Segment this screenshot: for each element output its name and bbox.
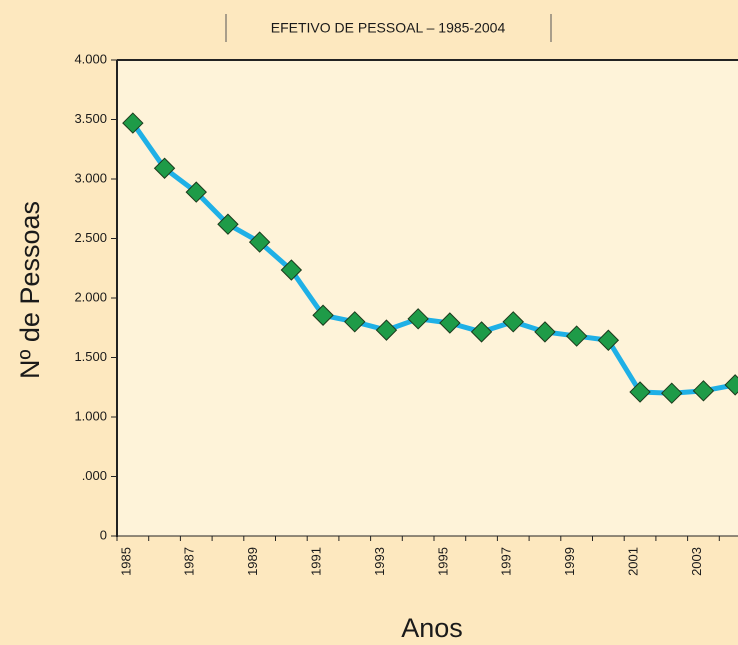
y-tick-label: 1.500 [74,349,107,364]
y-tick-label: 4.000 [74,51,107,66]
marker [185,181,207,203]
marker [439,312,461,334]
chart-title: EFETIVO DE PESSOAL – 1985-2004 [271,20,506,36]
x-axis-title: Anos [401,613,463,643]
marker [280,259,303,281]
y-tick-label: 2.000 [74,289,107,304]
marker [565,325,588,347]
x-tick-label: 1985 [118,547,133,576]
y-tick-label: 1.000 [74,408,107,423]
marker [724,374,738,396]
plot [122,112,738,404]
x-tick-label: 2003 [689,547,704,576]
marker [312,304,334,326]
marker [629,381,651,403]
y-tick-label: 3.000 [74,170,107,185]
marker [344,311,366,333]
x-tick-label: 1991 [308,547,323,576]
marker [248,231,271,253]
marker [470,321,493,343]
x-tick-label: 1999 [562,547,577,576]
marker [534,321,556,343]
marker [122,112,144,134]
x-tick-label: 2001 [625,547,640,576]
y-tick-label: 3.500 [74,111,107,126]
y-tick-label: 2.500 [74,230,107,245]
marker [217,213,239,235]
x-tick-label: 1993 [372,547,387,576]
plot-area [117,60,738,536]
marker [597,329,620,351]
marker [661,382,683,404]
marker [692,380,715,402]
marker [153,157,176,179]
y-tick-label: .000 [82,468,107,483]
marker [502,311,524,333]
marker [375,319,398,341]
x-tick-label: 1989 [245,547,260,576]
y-tick-label: 0 [100,527,107,542]
x-tick-label: 1997 [499,547,514,576]
marker [407,308,429,330]
x-tick-label: 1987 [182,547,197,576]
x-tick-label: 1995 [435,547,450,576]
y-axis-title: Nº de Pessoas [15,201,45,379]
